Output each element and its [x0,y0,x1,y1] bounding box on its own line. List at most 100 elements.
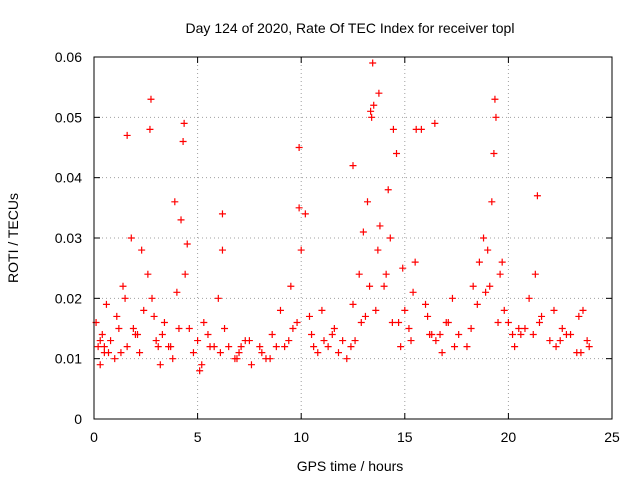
data-point [196,367,204,375]
data-point [431,119,439,127]
data-point [105,349,113,357]
data-point [585,343,593,351]
data-point [295,204,303,212]
data-point [146,125,154,133]
y-tick-label: 0 [74,411,82,427]
data-point [357,318,365,326]
data-point [96,361,104,369]
grid-layer [94,57,612,419]
data-point [359,228,367,236]
data-point [498,258,506,266]
data-point [583,337,591,345]
data-point [160,318,168,326]
data-point [123,343,131,351]
data-point [351,337,359,345]
data-point [204,331,212,339]
data-point [117,349,125,357]
data-point [295,144,303,151]
data-point [347,343,355,351]
data-point [494,318,502,326]
data-point [266,355,274,363]
data-point [94,343,102,351]
data-point [490,150,498,158]
data-point [334,349,342,357]
data-point [136,349,144,357]
data-point [361,312,369,320]
data-point [409,288,417,296]
data-point [206,343,214,351]
data-point [405,325,413,332]
data-point [324,343,332,351]
data-point [438,349,446,357]
data-point [515,325,523,332]
data-point [500,306,508,314]
data-point [384,186,392,194]
data-point [115,325,123,332]
data-point [486,282,494,290]
data-point [237,343,245,351]
data-point [189,349,197,357]
data-point [150,312,158,320]
data-point [504,318,512,326]
data-point [185,325,193,332]
data-point [140,306,148,314]
data-point [305,312,313,320]
data-point [424,312,432,320]
data-point [183,240,191,248]
data-point [171,198,179,206]
data-point [121,294,129,302]
y-tick-label: 0.02 [55,290,82,306]
data-point [297,246,305,254]
x-tick-label: 10 [293,429,309,445]
data-point [455,331,463,339]
y-tick-label: 0.01 [55,351,82,367]
data-point [366,282,374,290]
data-point [399,264,407,272]
data-point [107,337,115,345]
x-tick-label: 0 [90,429,98,445]
data-point [525,294,533,302]
data-point [113,312,121,320]
data-point [496,270,504,278]
data-point [393,150,401,158]
data-point [375,89,383,97]
data-point [98,331,106,339]
data-point [422,300,430,308]
data-point [167,343,175,351]
data-point [436,331,444,339]
data-point [364,198,372,206]
data-point [451,343,459,351]
x-tick-label: 20 [501,429,517,445]
data-point [198,361,206,369]
data-point [386,234,394,242]
data-point [214,294,222,302]
data-point [218,210,226,218]
data-point [484,246,492,254]
data-point [511,343,519,351]
data-point [138,246,146,254]
data-point [552,343,560,351]
data-point [272,343,280,351]
data-point [111,355,119,363]
data-point [235,349,243,357]
data-point [320,337,328,345]
data-point [233,355,241,363]
data-point [380,282,388,290]
x-tick-label: 5 [194,429,202,445]
data-point [355,270,363,278]
x-tick-label: 15 [397,429,413,445]
data-point [480,234,488,242]
chart-title: Day 124 of 2020, Rate Of TEC Index for r… [186,20,515,36]
data-point [100,343,108,351]
data-point [268,331,276,339]
data-point [463,343,471,351]
data-point [173,288,181,296]
data-point [177,216,185,224]
data-point [258,349,266,357]
data-point [469,282,477,290]
data-point [287,282,295,290]
data-point [369,59,377,67]
data-point [577,349,585,357]
data-point [374,246,382,254]
